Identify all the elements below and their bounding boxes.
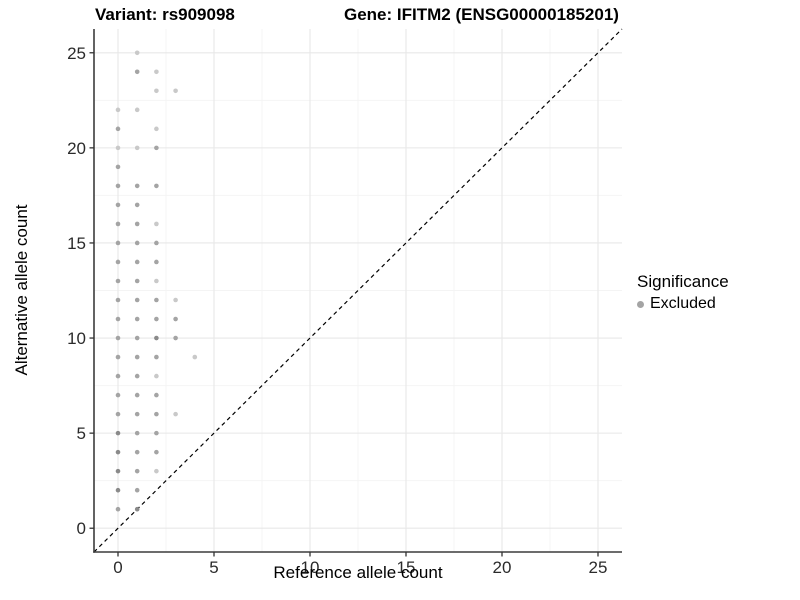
- data-point: [134, 183, 140, 189]
- data-point: [134, 297, 140, 303]
- data-point: [115, 335, 121, 341]
- data-point: [115, 164, 121, 170]
- data-point: [115, 392, 121, 398]
- data-point: [134, 430, 140, 436]
- data-point: [134, 354, 140, 360]
- data-point: [115, 183, 121, 189]
- data-point: [173, 411, 178, 417]
- data-point: [134, 411, 140, 417]
- data-point: [134, 259, 140, 265]
- data-point: [154, 373, 159, 379]
- legend-item-excluded: Excluded: [637, 295, 729, 313]
- x-tick-label: 20: [493, 558, 512, 577]
- y-tick-label: 0: [77, 519, 86, 538]
- plot-title-gene: Gene: IFITM2 (ENSG00000185201): [344, 5, 619, 24]
- data-point: [115, 202, 121, 208]
- data-point: [173, 88, 178, 94]
- data-point: [115, 449, 121, 455]
- data-point: [115, 221, 121, 227]
- data-point: [154, 69, 159, 75]
- data-point: [134, 221, 140, 227]
- data-point: [173, 335, 178, 341]
- data-point: [154, 183, 159, 189]
- y-tick-label: 20: [67, 139, 86, 158]
- y-tick-label: 10: [67, 329, 86, 348]
- data-point: [115, 506, 121, 512]
- data-point: [154, 88, 159, 94]
- data-point: [154, 297, 159, 303]
- data-point: [154, 449, 159, 455]
- data-point: [115, 411, 121, 417]
- data-point: [115, 373, 121, 379]
- data-point: [134, 449, 140, 455]
- data-point: [154, 316, 159, 322]
- data-point: [154, 240, 159, 246]
- x-tick-label: 15: [397, 558, 416, 577]
- data-point: [192, 354, 198, 360]
- data-point: [134, 278, 140, 284]
- data-point: [154, 335, 159, 341]
- legend: Significance Excluded: [637, 272, 729, 313]
- y-tick-label: 5: [77, 424, 86, 443]
- data-point: [115, 487, 121, 493]
- legend-key-dot-icon: [637, 300, 644, 308]
- data-point: [134, 202, 140, 208]
- data-point: [115, 430, 121, 436]
- data-point: [134, 316, 140, 322]
- data-point: [115, 278, 121, 284]
- legend-title: Significance: [637, 272, 729, 291]
- data-point: [115, 468, 121, 474]
- data-point: [134, 335, 140, 341]
- data-point: [154, 468, 159, 474]
- data-point: [134, 468, 140, 474]
- data-point: [154, 354, 159, 360]
- data-point: [115, 259, 121, 265]
- data-point: [134, 487, 140, 493]
- x-tick-label: 0: [113, 558, 122, 577]
- data-point: [154, 430, 159, 436]
- data-point: [134, 145, 140, 151]
- data-point: [115, 145, 121, 151]
- x-tick-label: 10: [301, 558, 320, 577]
- data-point: [134, 373, 140, 379]
- x-tick-label: 25: [589, 558, 608, 577]
- data-point: [115, 107, 121, 113]
- data-point: [173, 316, 178, 322]
- data-point: [154, 259, 159, 265]
- data-point: [134, 50, 140, 56]
- data-point: [115, 126, 121, 132]
- data-point: [154, 126, 159, 132]
- data-point: [115, 240, 121, 246]
- y-tick-label: 15: [67, 234, 86, 253]
- y-tick-label: 25: [67, 44, 86, 63]
- data-point: [154, 278, 159, 284]
- x-axis-title: Reference allele count: [273, 563, 443, 582]
- data-point: [154, 392, 159, 398]
- data-point: [134, 240, 140, 246]
- plot-title-variant: Variant: rs909098: [95, 5, 235, 24]
- data-point: [173, 297, 178, 303]
- legend-item-label: Excluded: [650, 295, 716, 312]
- data-point: [134, 69, 140, 75]
- data-point: [134, 107, 140, 113]
- y-axis-title: Alternative allele count: [12, 204, 31, 376]
- data-point: [154, 145, 159, 151]
- data-point: [154, 411, 159, 417]
- data-point: [115, 316, 121, 322]
- data-point: [134, 506, 140, 512]
- data-point: [134, 392, 140, 398]
- identity-line: [93, 28, 623, 553]
- data-point: [115, 354, 121, 360]
- data-point: [154, 221, 159, 227]
- data-point: [115, 297, 121, 303]
- x-tick-label: 5: [209, 558, 218, 577]
